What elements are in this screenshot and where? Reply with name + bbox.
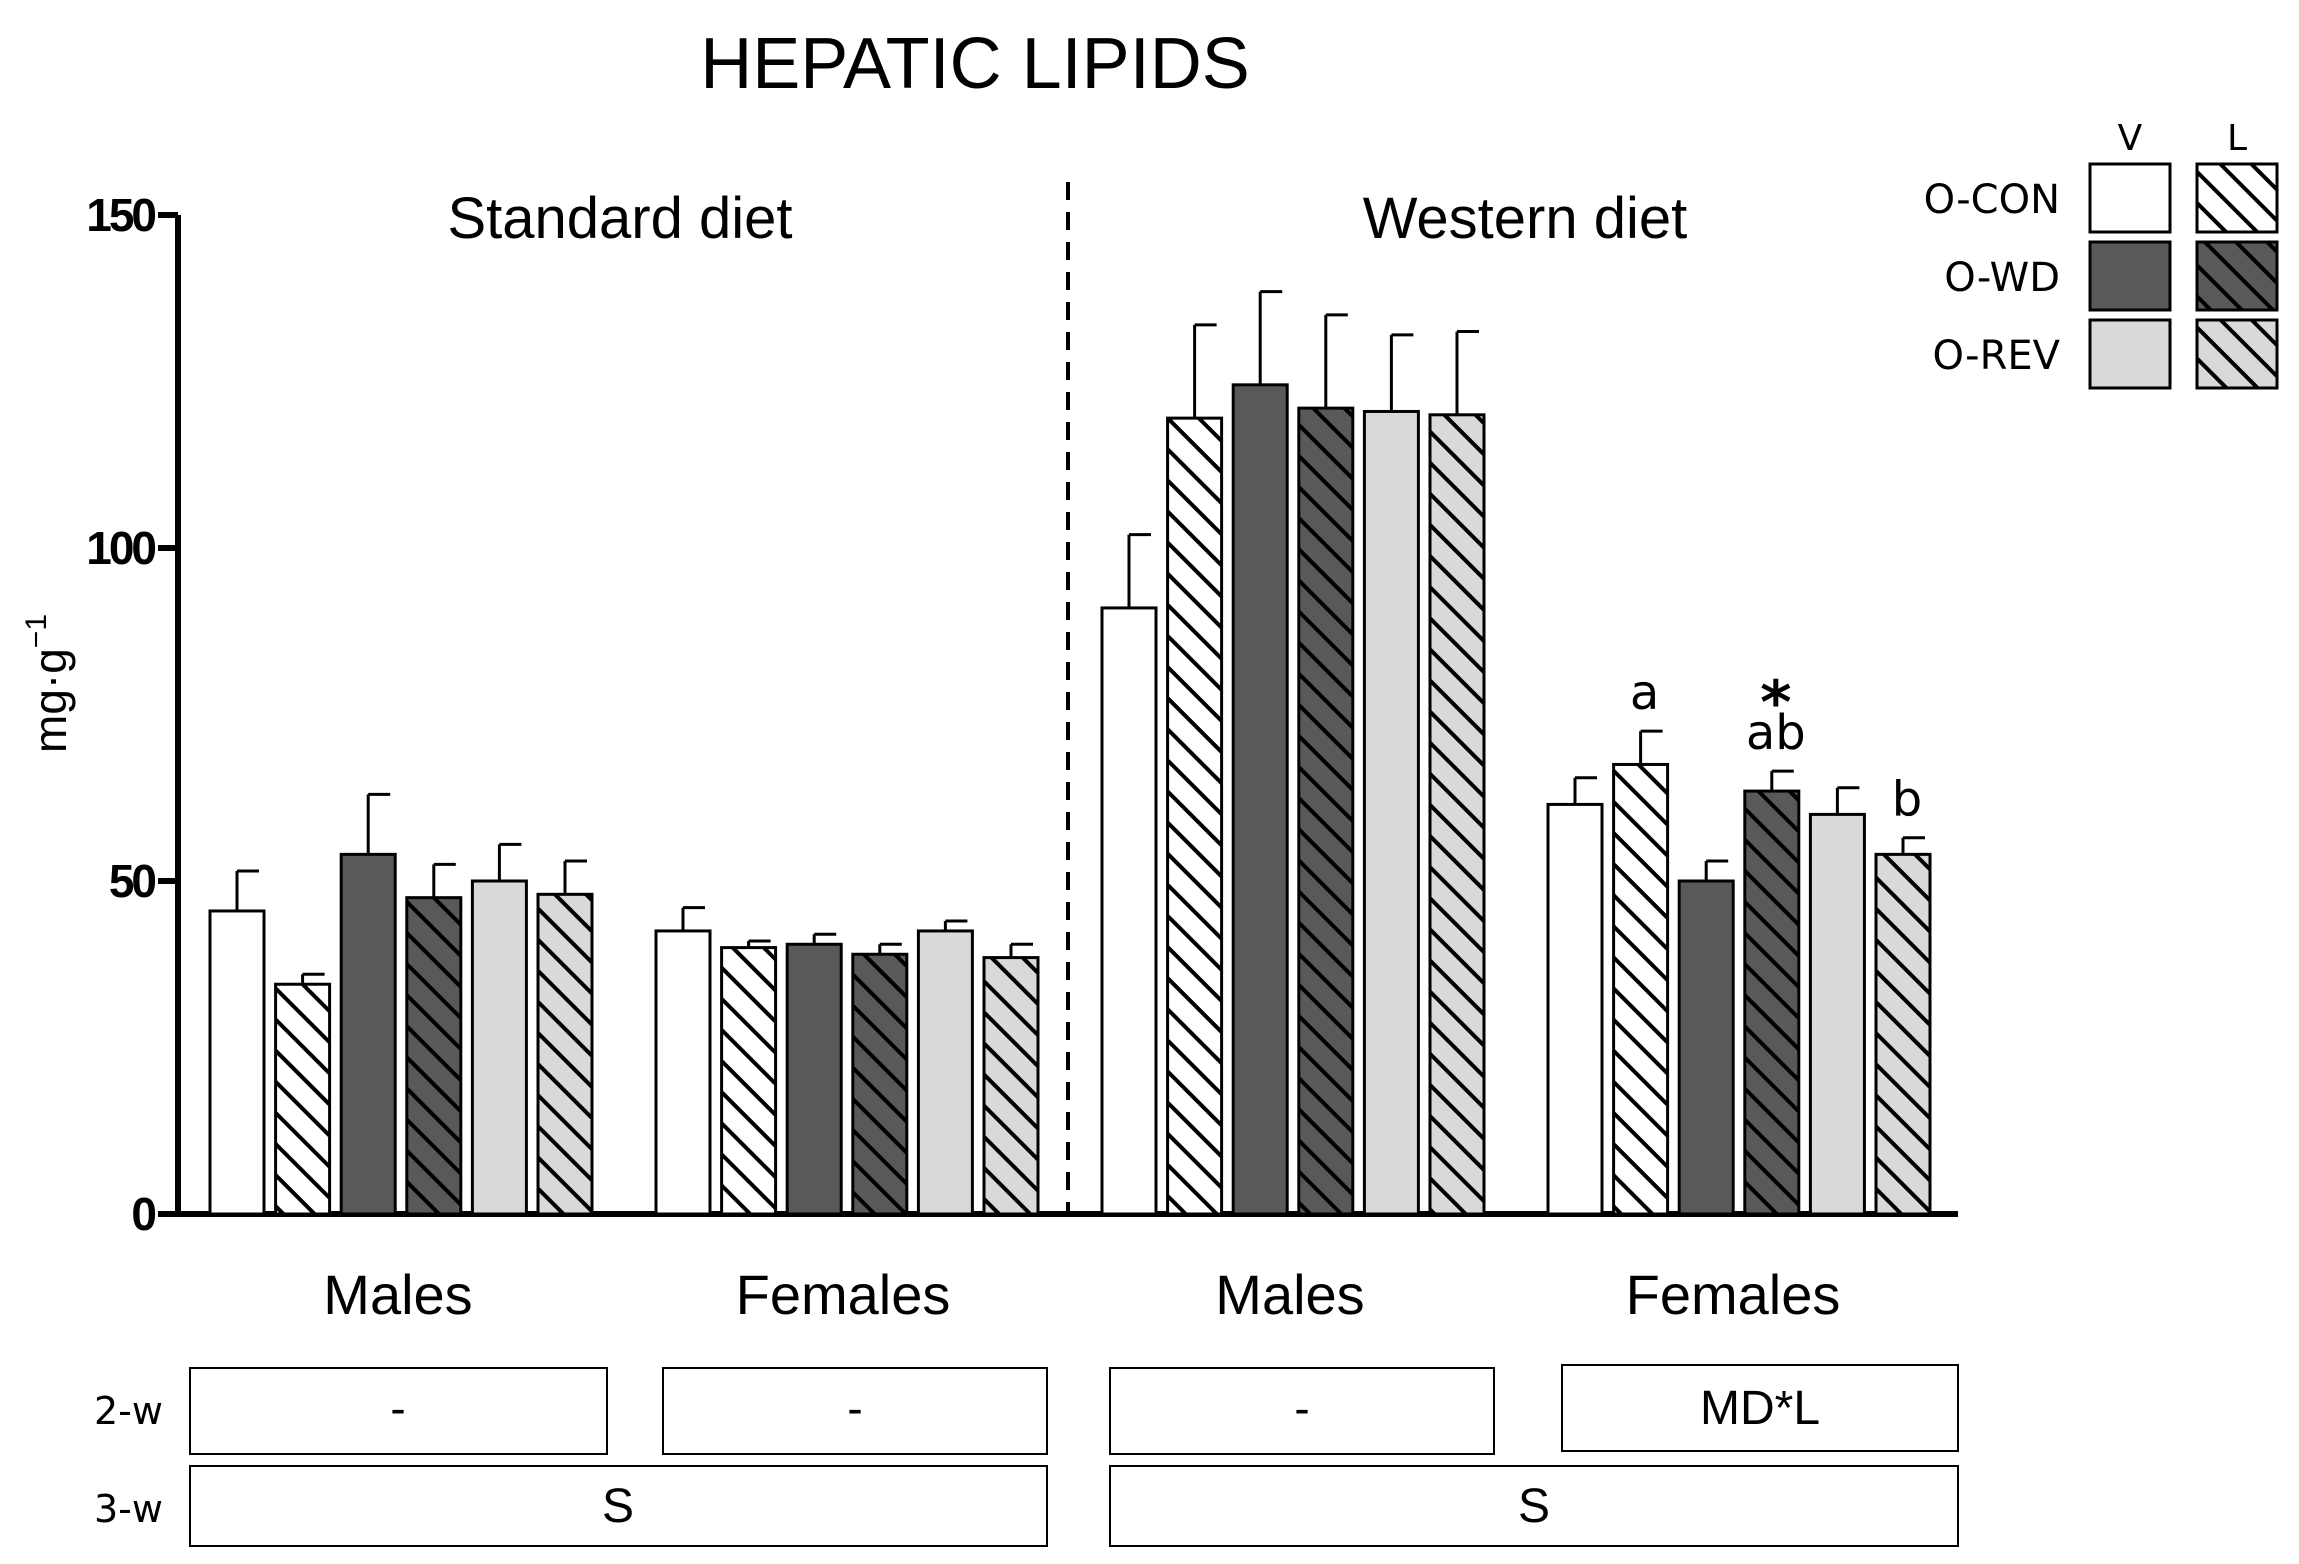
bar: [654, 929, 712, 1216]
bar: [1874, 852, 1932, 1216]
bar: [1808, 812, 1866, 1216]
legend-swatch-o-wd-l: [2195, 240, 2279, 312]
stats-cell-box: [189, 1367, 608, 1455]
group-label-western-females: Females: [1626, 1263, 1841, 1326]
bar: [1677, 879, 1735, 1216]
stats-cell-text: MD*L: [1700, 1382, 1820, 1435]
y-axis-label-unit: mg·g: [24, 648, 76, 753]
bar: [1297, 406, 1355, 1216]
bar: [851, 952, 909, 1216]
bars-layer: [208, 290, 1932, 1216]
bar: [1428, 413, 1486, 1216]
bar: [1612, 762, 1670, 1216]
stats-cell-text: S: [602, 1480, 634, 1533]
y-tick-label: 50: [109, 855, 156, 907]
significance-letter: ab: [1746, 705, 1806, 761]
stats-cell-box: [662, 1367, 1048, 1455]
stats-cell-box: [1109, 1465, 1959, 1547]
stats-cell-text: -: [1294, 1382, 1309, 1434]
legend-swatch-o-rev-l: [2195, 318, 2279, 390]
bar: [982, 956, 1040, 1216]
bar: [916, 929, 974, 1216]
stats-cell-box: [1109, 1367, 1495, 1455]
bar: [720, 946, 778, 1216]
legend-column-v: V: [2118, 118, 2143, 159]
legend-label-o-rev: O-REV: [1933, 333, 2061, 379]
bar: [339, 852, 397, 1216]
bar: [274, 982, 332, 1216]
bar: [1231, 383, 1289, 1216]
y-tick-label: 0: [131, 1188, 155, 1240]
legend: V L O-CON O-WD O-REV: [1924, 118, 2279, 390]
legend-swatch-o-wd-v: [2088, 240, 2172, 312]
stats-cell-box: [1561, 1364, 1959, 1452]
bar: [405, 896, 463, 1216]
bar: [1166, 416, 1224, 1216]
significance-letter: a: [1630, 665, 1659, 721]
bar: [785, 942, 843, 1216]
bar: [1362, 409, 1420, 1216]
stats-cell-text: -: [390, 1382, 405, 1434]
annotation-layer: a ab b *: [1630, 665, 1922, 828]
panel-label-western-diet: Western diet: [1363, 186, 1688, 251]
bar: [1546, 802, 1604, 1216]
group-label-standard-males: Males: [323, 1263, 472, 1326]
stats-row-label-2w: 2-w: [94, 1389, 163, 1433]
stats-cell-text: S: [1518, 1480, 1550, 1533]
bar: [536, 892, 594, 1216]
legend-swatch-o-con-l: [2195, 162, 2279, 234]
chart-title: HEPATIC LIPIDS: [700, 24, 1249, 104]
group-label-standard-females: Females: [736, 1263, 951, 1326]
y-tick-label: 100: [86, 522, 155, 574]
y-tick-label: 150: [86, 189, 155, 241]
stats-cell-text: -: [847, 1382, 862, 1434]
legend-label-o-wd: O-WD: [1944, 255, 2060, 301]
significance-asterisk: *: [1760, 668, 1791, 738]
bar: [208, 909, 266, 1216]
stats-cell-box: [189, 1465, 1048, 1547]
legend-swatch-o-con-v: [2088, 162, 2172, 234]
stats-row-label-3w: 3-w: [94, 1487, 163, 1531]
bar: [1743, 789, 1801, 1216]
legend-column-l: L: [2227, 118, 2247, 159]
bar: [470, 879, 528, 1216]
bar: [1100, 606, 1158, 1216]
panel-label-standard-diet: Standard diet: [447, 186, 792, 251]
legend-label-o-con: O-CON: [1924, 177, 2060, 223]
legend-swatch-o-rev-v: [2088, 318, 2172, 390]
y-axis-label-exponent: −1: [20, 614, 53, 648]
group-label-western-males: Males: [1215, 1263, 1364, 1326]
significance-letter: b: [1892, 772, 1922, 828]
y-axis-label: mg·g−1: [20, 614, 76, 753]
